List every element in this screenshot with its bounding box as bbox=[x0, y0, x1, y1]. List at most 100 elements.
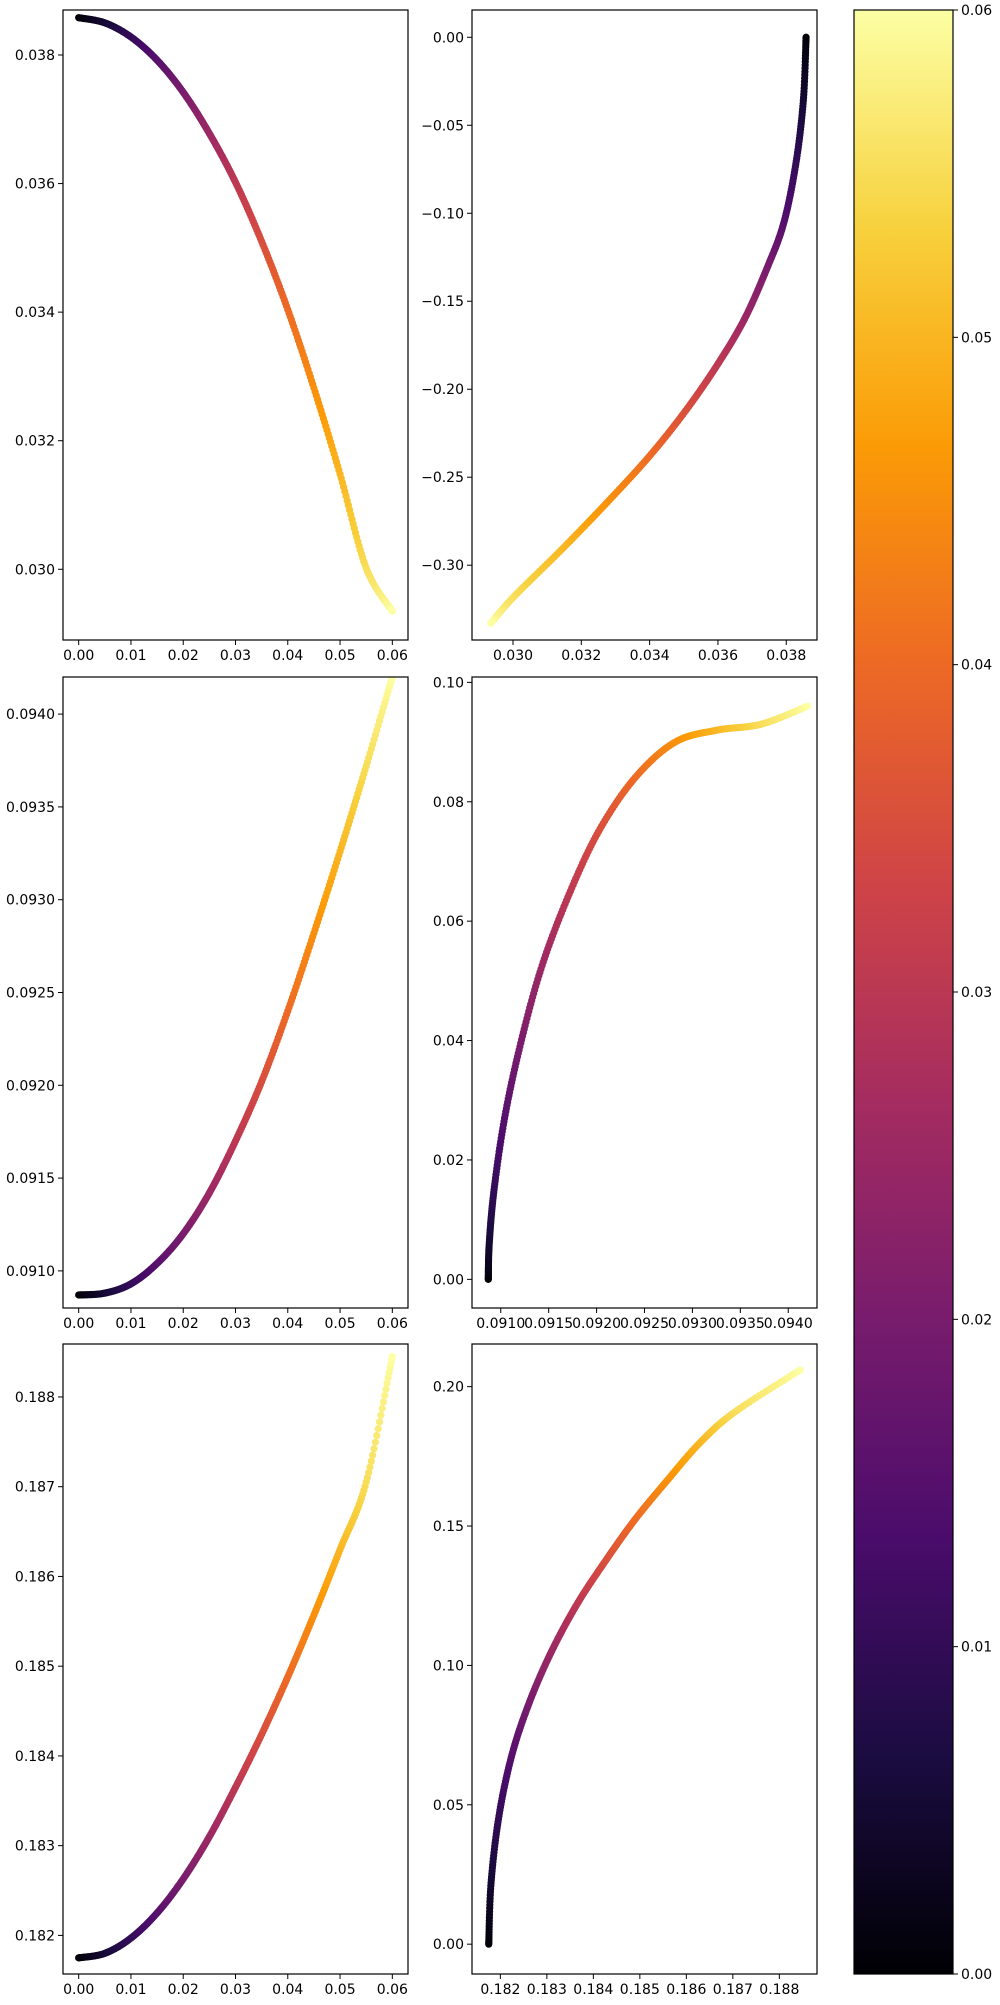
scatter-point bbox=[378, 1404, 386, 1413]
y-tick-label: 0.038 bbox=[15, 48, 55, 64]
y-tick-label: −0.20 bbox=[421, 382, 464, 398]
x-tick-label: 0.00 bbox=[63, 1982, 94, 1998]
x-tick-label: 0.0910 bbox=[476, 1316, 525, 1332]
panel-1: 0.00 0.01 0.02 0.03 0.04 0.05 0.06 0.030 0.032 0.… bbox=[15, 9, 409, 664]
scatter-series bbox=[75, 677, 396, 1299]
x-tick-label: 0.0930 bbox=[668, 1316, 717, 1332]
scatter-series bbox=[75, 1352, 396, 1962]
y-tick-label: 0.06 bbox=[433, 914, 464, 930]
scatter-point bbox=[367, 1457, 375, 1465]
colorbar-gradient bbox=[854, 10, 953, 1974]
y-tick-label: 0.0920 bbox=[6, 1078, 55, 1094]
x-tick-label: 0.183 bbox=[527, 1982, 567, 1998]
x-tick-label: 0.0925 bbox=[620, 1316, 669, 1332]
scatter-point bbox=[383, 1379, 391, 1387]
scatter-series bbox=[485, 1366, 804, 1948]
scatter-point bbox=[487, 619, 495, 627]
y-tick-label: 0.036 bbox=[15, 177, 55, 193]
x-tick-label: 0.06 bbox=[377, 1316, 408, 1332]
y-tick-label: 0.0940 bbox=[6, 707, 55, 723]
x-tick-label: 0.03 bbox=[220, 648, 251, 664]
x-tick-label: 0.185 bbox=[620, 1982, 660, 1998]
y-tick-label: 0.10 bbox=[433, 675, 464, 691]
y-tick-label: 0.034 bbox=[15, 305, 55, 321]
y-tick-label: −0.05 bbox=[421, 118, 464, 134]
y-tick-label: 0.15 bbox=[433, 1519, 464, 1535]
x-tick-label: 0.036 bbox=[698, 648, 738, 664]
y-tick-label: 0.184 bbox=[15, 1749, 55, 1765]
y-tick-label: 0.185 bbox=[15, 1659, 55, 1675]
x-tick-label: 0.182 bbox=[480, 1982, 520, 1998]
y-tick-label: 0.0910 bbox=[6, 1264, 55, 1280]
panel-5: 0.00 0.01 0.02 0.03 0.04 0.05 0.06 0.182 0.183 0.… bbox=[15, 1343, 409, 1998]
scatter-point bbox=[796, 1366, 804, 1374]
x-tick-label: 0.06 bbox=[377, 1982, 408, 1998]
x-tick-label: 0.00 bbox=[63, 648, 94, 664]
x-tick-label: 0.186 bbox=[666, 1982, 706, 1998]
x-tick-label: 0.02 bbox=[168, 1316, 199, 1332]
y-tick-label: −0.15 bbox=[421, 294, 464, 310]
scatter-point bbox=[377, 1411, 385, 1419]
y-tick-label: −0.30 bbox=[421, 558, 464, 574]
axes-frame bbox=[62, 1343, 409, 1975]
axes-frame bbox=[471, 9, 818, 641]
scatter-point bbox=[388, 677, 396, 681]
y-tick-label: 0.05 bbox=[433, 1798, 464, 1814]
y-tick-label: 0.0915 bbox=[6, 1171, 55, 1187]
scatter-point bbox=[369, 1451, 377, 1459]
panel-3: 0.00 0.01 0.02 0.03 0.04 0.05 0.06 0.0910 0.0915… bbox=[6, 676, 409, 1332]
y-tick-label: 0.00 bbox=[433, 1937, 464, 1953]
y-tick-label: 0.032 bbox=[15, 434, 55, 450]
scatter-point bbox=[375, 1418, 384, 1426]
colorbar-tick-label: 0.06 bbox=[961, 3, 992, 19]
x-tick-label: 0.01 bbox=[115, 1316, 146, 1332]
y-tick-label: 0.00 bbox=[433, 30, 464, 46]
y-tick-label: 0.20 bbox=[433, 1380, 464, 1396]
scatter-series bbox=[75, 14, 396, 615]
x-tick-label: 0.00 bbox=[63, 1316, 94, 1332]
y-tick-label: 0.187 bbox=[15, 1480, 55, 1496]
colorbar-tick-label: 0.01 bbox=[961, 1640, 992, 1656]
scatter-point bbox=[371, 1438, 379, 1446]
scatter-point bbox=[374, 1425, 382, 1433]
x-tick-label: 0.04 bbox=[272, 648, 303, 664]
scatter-point bbox=[379, 1398, 388, 1406]
y-tick-label: 0.00 bbox=[433, 1272, 464, 1288]
x-tick-label: 0.05 bbox=[324, 648, 355, 664]
scatter-series bbox=[487, 33, 810, 627]
panel-2: 0.030 0.032 0.034 0.036 0.038 0.00 −0.05 −0.10 −… bbox=[421, 9, 818, 664]
x-tick-label: 0.030 bbox=[493, 648, 533, 664]
x-tick-label: 0.04 bbox=[272, 1982, 303, 1998]
x-tick-label: 0.0935 bbox=[716, 1316, 765, 1332]
x-tick-label: 0.05 bbox=[324, 1982, 355, 1998]
colorbar-tick-label: 0.04 bbox=[961, 658, 992, 674]
scatter-point bbox=[365, 1468, 373, 1477]
scatter-point bbox=[370, 1445, 378, 1453]
scatter-point bbox=[373, 1431, 381, 1440]
y-tick-label: 0.02 bbox=[433, 1153, 464, 1169]
x-tick-label: 0.01 bbox=[115, 648, 146, 664]
y-tick-label: 0.030 bbox=[15, 562, 55, 578]
y-tick-label: 0.0925 bbox=[6, 986, 55, 1002]
colorbar-tick-label: 0.05 bbox=[961, 330, 992, 346]
x-tick-label: 0.06 bbox=[377, 648, 408, 664]
x-tick-label: 0.038 bbox=[766, 648, 806, 664]
y-tick-label: 0.08 bbox=[433, 795, 464, 811]
x-tick-label: 0.034 bbox=[630, 648, 670, 664]
scatter-point bbox=[388, 1352, 396, 1361]
y-tick-label: 0.188 bbox=[15, 1390, 55, 1406]
scatter-series bbox=[484, 702, 812, 1283]
x-tick-label: 0.184 bbox=[573, 1982, 613, 1998]
y-tick-label: −0.25 bbox=[421, 470, 464, 486]
y-tick-label: 0.182 bbox=[15, 1928, 55, 1944]
x-tick-label: 0.187 bbox=[713, 1982, 753, 1998]
y-tick-label: 0.0930 bbox=[6, 893, 55, 909]
y-tick-label: 0.0935 bbox=[6, 800, 55, 816]
x-tick-label: 0.0915 bbox=[524, 1316, 573, 1332]
x-tick-label: 0.05 bbox=[324, 1316, 355, 1332]
x-tick-label: 0.04 bbox=[272, 1316, 303, 1332]
colorbar-tick-label: 0.03 bbox=[961, 985, 992, 1001]
scatter-point bbox=[382, 1385, 390, 1393]
y-tick-label: 0.183 bbox=[15, 1839, 55, 1855]
